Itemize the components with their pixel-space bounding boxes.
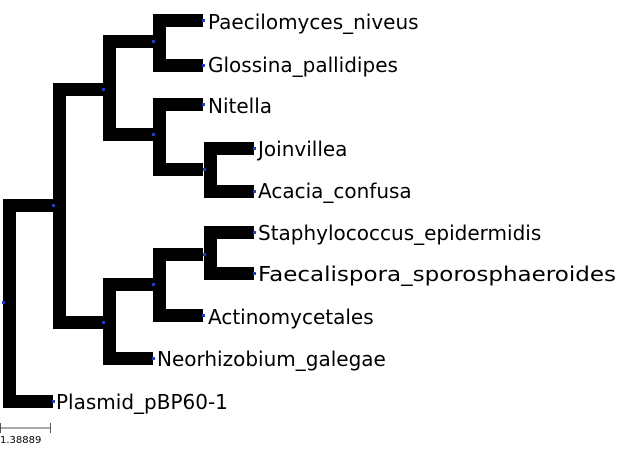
node-marker-upper-clade [102, 88, 105, 91]
node-marker-leaf-joinvillea [253, 147, 256, 150]
branch-leaf-staphylococcus [204, 226, 254, 239]
leaf-label-staphylococcus-epidermidis: Staphylococcus_epidermidis [258, 221, 541, 245]
branch-leaf-actinomycetales [153, 309, 203, 322]
leaf-label-actinomycetales: Actinomycetales [208, 305, 374, 329]
tree-branches [3, 14, 254, 408]
node-markers [2, 19, 256, 403]
node-marker-leaf-neorhizobium [152, 357, 155, 360]
node-marker-leaf-nitella [202, 103, 205, 106]
scale-bar: 1.38889 [0, 423, 51, 446]
branch-ingroup-vertical [53, 83, 66, 329]
leaf-labels: Paecilomyces_niveus Glossina_pallidipes … [56, 10, 616, 414]
branch-staph-faecalispora-stem [153, 248, 203, 261]
node-marker-actino-clade [152, 283, 155, 286]
node-marker-leaf-plasmid [52, 400, 55, 403]
leaf-label-plasmid-pbp60-1: Plasmid_pBP60-1 [56, 390, 228, 414]
branch-actino-clade-stem [103, 278, 153, 291]
node-marker-leaf-actinomycetales [202, 314, 205, 317]
leaf-label-acacia-confusa: Acacia_confusa [258, 179, 412, 203]
leaf-label-neorhizobium-galegae: Neorhizobium_galegae [157, 347, 386, 371]
branch-joinvillea-acacia-vertical [204, 142, 217, 198]
node-marker-staph-faecalispora [203, 253, 206, 256]
branch-actino-clade-vertical [153, 248, 166, 322]
node-marker-leaf-faecalispora [253, 272, 256, 275]
branch-lower-clade-vertical [103, 278, 116, 365]
node-marker-paecilomyces-glossina [152, 40, 155, 43]
branch-plasmid-stem [3, 395, 53, 408]
node-marker-leaf-paecilomyces [202, 19, 205, 22]
leaf-label-joinvillea: Joinvillea [256, 137, 347, 161]
branch-leaf-glossina [153, 59, 203, 72]
leaf-label-faecalispora-sporosphaeroides: Faecalispora_sporosphaeroides [258, 262, 616, 286]
leaf-label-nitella: Nitella [208, 94, 272, 118]
branch-root-vertical [3, 199, 16, 408]
branch-staph-faecalispora-vertical [204, 226, 217, 280]
branch-leaf-paecilomyces [153, 14, 203, 27]
branch-leaf-joinvillea [204, 142, 254, 155]
node-marker-leaf-staphylococcus [253, 231, 256, 234]
branch-leaf-nitella [153, 98, 203, 111]
branch-leaf-acacia [204, 185, 254, 198]
node-marker-lower-clade [102, 321, 105, 324]
node-marker-root [2, 301, 5, 304]
leaf-label-glossina-pallidipes: Glossina_pallidipes [208, 53, 398, 77]
scale-bar-label: 1.38889 [0, 435, 41, 446]
branch-lower-clade-stem [53, 316, 103, 329]
node-marker-ingroup [52, 204, 55, 207]
branch-paecilomyces-glossina-stem [103, 35, 153, 48]
branch-leaf-neorhizobium [103, 352, 153, 365]
node-marker-leaf-glossina [202, 64, 205, 67]
node-marker-leaf-acacia [253, 190, 256, 193]
branch-leaf-faecalispora [204, 267, 254, 280]
node-marker-joinvillea-acacia [203, 168, 206, 171]
branch-nitella-clade-vertical [153, 98, 166, 176]
node-marker-nitella-clade [152, 133, 155, 136]
branch-nitella-clade-stem [103, 128, 153, 141]
branch-joinvillea-acacia-stem [153, 163, 203, 176]
branch-paecilomyces-glossina-vertical [153, 14, 166, 72]
leaf-label-paecilomyces-niveus: Paecilomyces_niveus [208, 10, 419, 34]
branch-upper-clade-stem [53, 83, 103, 96]
branch-ingroup-stem [3, 199, 53, 212]
branch-upper-clade-vertical [103, 35, 116, 141]
